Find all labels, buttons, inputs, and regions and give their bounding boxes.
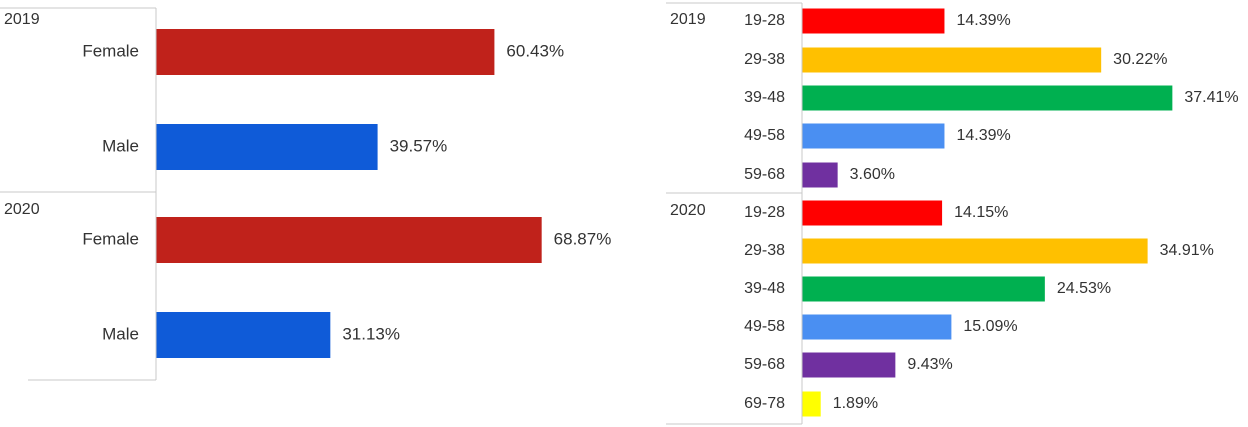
bar	[156, 312, 331, 358]
data-label: 34.91%	[1160, 242, 1214, 259]
category-label: 39-48	[744, 280, 785, 297]
data-label: 24.53%	[1057, 280, 1111, 297]
bar	[802, 352, 896, 378]
category-label: Male	[102, 324, 139, 343]
bar	[802, 85, 1173, 111]
data-label: 37.41%	[1184, 89, 1238, 106]
data-label: 1.89%	[833, 395, 878, 412]
data-label: 15.09%	[963, 318, 1017, 335]
category-label: 49-58	[744, 318, 785, 335]
category-label: 29-38	[744, 242, 785, 259]
category-label: Female	[82, 41, 139, 60]
bar	[802, 276, 1045, 302]
category-label: Male	[102, 136, 139, 155]
category-label: 59-68	[744, 166, 785, 183]
bar	[802, 8, 945, 34]
bar	[802, 238, 1148, 264]
data-label: 68.87%	[554, 229, 612, 248]
bar	[802, 162, 838, 188]
bar	[802, 123, 945, 149]
bar	[802, 314, 952, 340]
group-label-2019: 2019	[4, 11, 40, 28]
category-label: 39-48	[744, 89, 785, 106]
category-label: 19-28	[744, 12, 785, 29]
data-label: 9.43%	[907, 356, 952, 373]
data-label: 60.43%	[506, 41, 564, 60]
data-label: 31.13%	[342, 324, 400, 343]
data-label: 14.15%	[954, 204, 1008, 221]
group-label-2019: 2019	[670, 11, 706, 28]
data-label: 39.57%	[390, 136, 448, 155]
category-label: 19-28	[744, 204, 785, 221]
data-label: 30.22%	[1113, 51, 1167, 68]
category-label: Female	[82, 229, 139, 248]
data-label: 14.39%	[956, 12, 1010, 29]
group-label-2020: 2020	[4, 201, 40, 218]
group-label-2020: 2020	[670, 202, 706, 219]
bar	[156, 217, 542, 263]
bar	[802, 47, 1102, 73]
category-label: 29-38	[744, 51, 785, 68]
bar	[156, 29, 495, 75]
category-label: 49-58	[744, 127, 785, 144]
bar	[156, 124, 378, 170]
category-label: 59-68	[744, 356, 785, 373]
bar	[802, 391, 821, 417]
data-label: 14.39%	[956, 127, 1010, 144]
data-label: 3.60%	[850, 166, 895, 183]
category-label: 69-78	[744, 395, 785, 412]
bar	[802, 200, 943, 226]
